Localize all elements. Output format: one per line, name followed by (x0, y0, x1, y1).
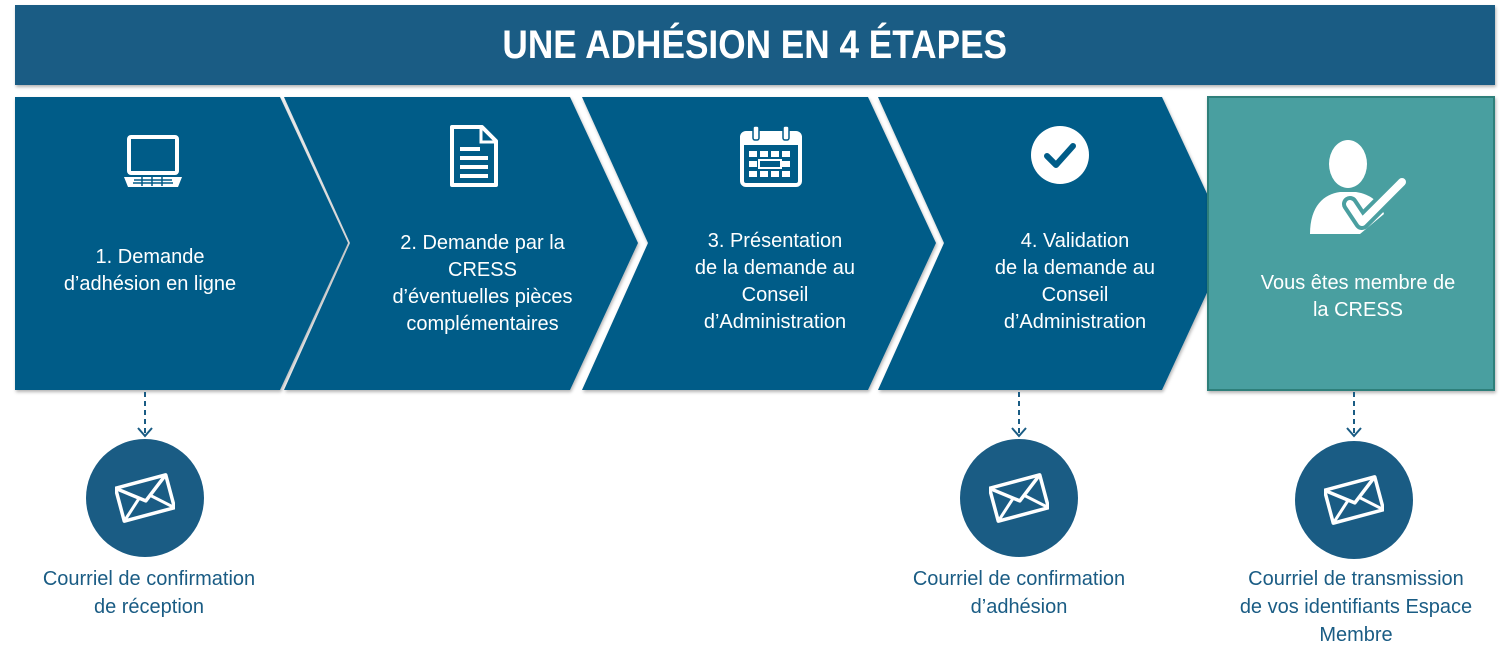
step-1-text: 1. Demande d’adhésion en ligne (30, 244, 270, 298)
email-3-line-2: de vos identifiants Espace (1239, 596, 1473, 618)
step-3-line-4: d’Administration (703, 311, 847, 333)
chevron-step-2 (284, 97, 638, 390)
calendar-icon (740, 125, 802, 187)
email-circle-reception (86, 439, 204, 557)
step-2-line-4: complémentaires (406, 313, 559, 335)
email-3-line-3: Membre (1319, 624, 1393, 646)
envelope-icon (115, 473, 175, 523)
email-1-line-1: Courriel de confirmation (42, 568, 256, 590)
step-3-text: 3. Présentation de la demande au Conseil… (655, 228, 895, 336)
email-2-line-1: Courriel de confirmation (912, 568, 1126, 590)
email-caption-reception: Courriel de confirmation de réception (19, 565, 279, 621)
chevron-step-4 (878, 97, 1230, 390)
step-2-line-1: 2. Demande par la (400, 232, 565, 254)
chevron-step-3 (582, 97, 936, 390)
envelope-icon (1324, 475, 1384, 525)
connector-step-4 (1011, 392, 1027, 438)
step-2-line-3: d’éventuelles pièces (392, 286, 573, 308)
final-step-line-2: la CRESS (1312, 299, 1404, 321)
check-circle-icon (1031, 126, 1089, 184)
step-4-line-2: de la demande au (994, 257, 1156, 279)
step-4-line-1: 4. Validation (1020, 230, 1130, 252)
email-caption-adhesion: Courriel de confirmation d’adhésion (889, 565, 1149, 621)
email-circle-identifiants (1295, 441, 1413, 559)
step-3-line-1: 3. Présentation (707, 230, 843, 252)
email-caption-identifiants: Courriel de transmission de vos identifi… (1214, 565, 1498, 649)
step-2-text: 2. Demande par la CRESS d’éventuelles pi… (360, 230, 605, 338)
email-3-line-1: Courriel de transmission (1248, 568, 1464, 590)
step-4-line-4: d’Administration (1003, 311, 1147, 333)
step-1-line-1: 1. Demande (95, 246, 205, 268)
step-4-text: 4. Validation de la demande au Conseil d… (955, 228, 1195, 336)
connector-final-step (1346, 392, 1362, 438)
title-banner: UNE ADHÉSION EN 4 ÉTAPES (15, 5, 1495, 85)
step-1-line-2: d’adhésion en ligne (63, 273, 237, 295)
connector-step-1 (137, 392, 153, 438)
final-step-text: Vous êtes membre de la CRESS (1218, 270, 1498, 324)
email-1-line-2: de réception (93, 596, 205, 618)
final-step-line-1: Vous êtes membre de (1260, 272, 1456, 294)
step-2-line-2: CRESS (448, 259, 517, 281)
email-2-line-2: d’adhésion (970, 596, 1068, 618)
laptop-icon (124, 135, 182, 187)
email-circle-adhesion (960, 439, 1078, 557)
step-4-line-3: Conseil (1041, 284, 1109, 306)
page-title: UNE ADHÉSION EN 4 ÉTAPES (502, 22, 1008, 67)
step-3-line-2: de la demande au (694, 257, 856, 279)
chevron-step-1 (15, 97, 348, 390)
envelope-icon (989, 473, 1049, 523)
step-3-line-3: Conseil (741, 284, 809, 306)
document-icon (450, 125, 498, 187)
user-check-icon (1310, 140, 1410, 234)
